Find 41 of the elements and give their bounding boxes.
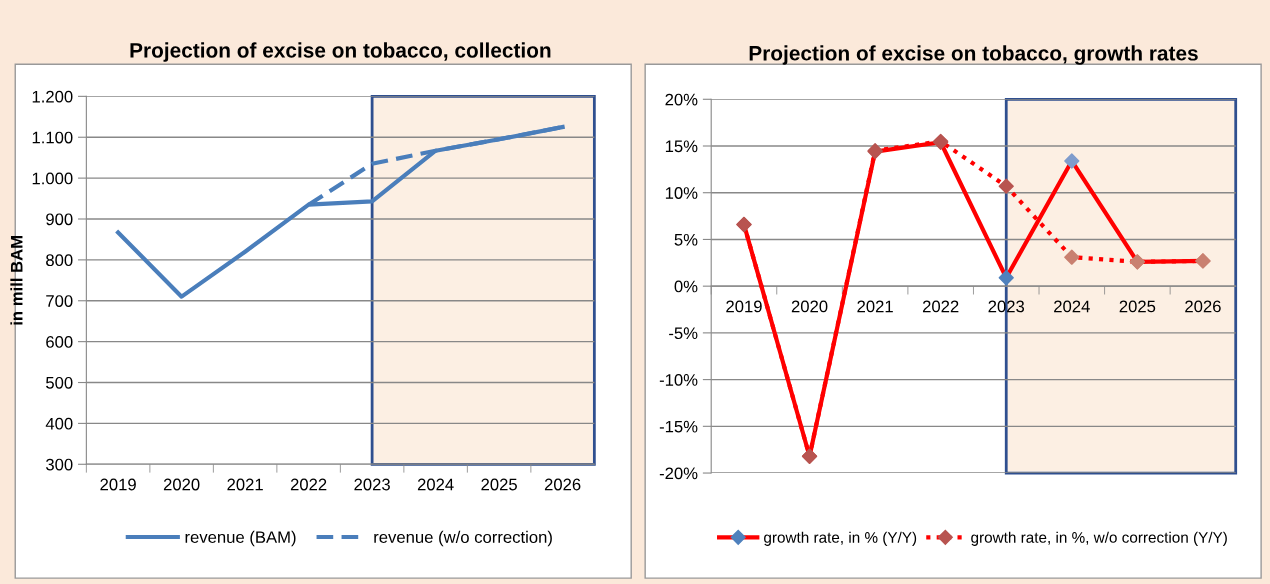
chart-title: Projection of excise on tobacco, growth rates	[749, 45, 1198, 65]
x-tick-label: 2025	[1119, 300, 1156, 313]
y-tick-label: 5%	[674, 233, 698, 246]
y-tick-label: -20%	[659, 467, 698, 480]
x-tick-label: 2020	[791, 300, 828, 313]
y-tick-label: 1.100	[32, 131, 73, 144]
y-tick-label: -15%	[659, 420, 698, 433]
y-tick-label: -10%	[659, 374, 698, 386]
x-tick-label: 2019	[100, 478, 136, 491]
y-tick-label: 20%	[665, 93, 698, 106]
y-tick-label: -5%	[669, 327, 698, 340]
y-tick-label: 1.000	[32, 172, 73, 185]
x-tick-label: 2026	[1185, 300, 1221, 313]
y-tick-label: 10%	[665, 187, 698, 199]
y-tick-label: 700	[46, 295, 73, 307]
y-tick-label: 400	[45, 417, 73, 430]
legend-label: revenue (w/o correction)	[374, 530, 552, 547]
y-tick-label: 900	[46, 213, 73, 226]
x-tick-label: 2022	[922, 300, 959, 313]
x-tick-label: 2020	[163, 478, 200, 491]
x-tick-label: 2024	[1054, 300, 1090, 313]
x-tick-label: 2021	[227, 478, 263, 491]
x-tick-label: 2026	[544, 478, 581, 491]
x-tick-label: 2021	[857, 300, 893, 313]
y-tick-label: 800	[46, 254, 73, 267]
legend-label: growth rate, in %, w/o correction (Y/Y)	[971, 531, 1227, 546]
legend-label: revenue (BAM)	[185, 530, 296, 547]
y-tick-label: 15%	[665, 140, 698, 153]
y-axis-title: in mill BAM	[10, 236, 23, 325]
chart-title: Projection of excise on tobacco, collection	[130, 42, 551, 62]
y-tick-label: 500	[46, 376, 73, 389]
x-tick-label: 2025	[481, 478, 517, 491]
y-tick-label: 0%	[674, 280, 698, 293]
x-tick-label: 2022	[290, 478, 327, 491]
y-tick-label: 600	[46, 336, 73, 348]
y-tick-label: 300	[46, 458, 73, 471]
x-tick-label: 2024	[417, 478, 454, 491]
y-tick-label: 1.200	[32, 90, 73, 103]
legend-label: growth rate, in % (Y/Y)	[764, 531, 917, 546]
x-tick-label: 2019	[726, 300, 762, 313]
x-tick-label: 2023	[354, 478, 390, 491]
